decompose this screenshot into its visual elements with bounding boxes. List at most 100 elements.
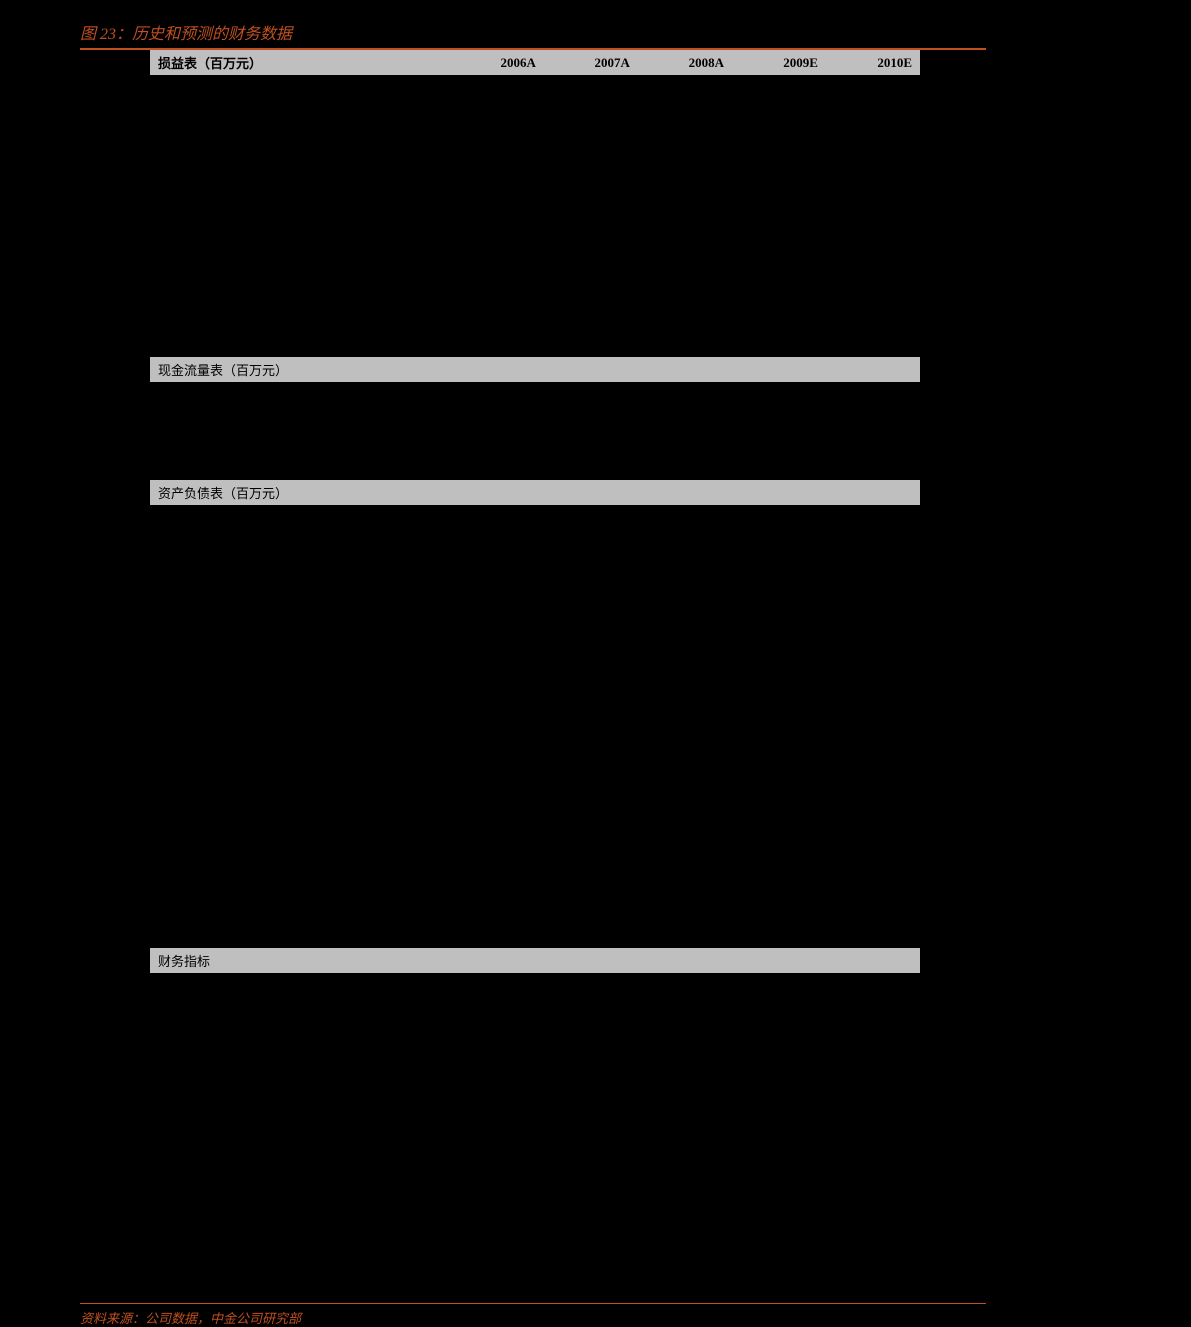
cell-value: (108) (638, 282, 732, 305)
cell-value: 5,311 (732, 919, 826, 942)
cell-value: 920 (544, 382, 638, 405)
cell-value: 6,173 (732, 896, 826, 919)
cell-value: (22) (638, 121, 732, 144)
cell-value: 1,221 (638, 505, 732, 528)
cell-value: 3,382 (544, 620, 638, 643)
cell-value: 4,691 (732, 620, 826, 643)
cell-value: 747 (638, 328, 732, 351)
cell-value: 1,552 (826, 259, 920, 282)
row-label: 现金净变动 (150, 451, 450, 474)
cell-value: 1,140 (732, 505, 826, 528)
table-row: 经营活动产生现金流6929201,2041,3771,509 (150, 382, 920, 405)
cell-value: (1,001) (544, 405, 638, 428)
cell-value: (918) (826, 405, 920, 428)
row-label: 营业收入 (150, 75, 450, 98)
table-row: 长期借款501771,1311,1311,131 (150, 827, 920, 850)
table-row: 销售费用(288)(456)(573)(545)(664) (150, 144, 920, 167)
cell-value: 785 (544, 781, 638, 804)
table-row: 固定资产2,6053,3823,9414,6915,089 (150, 620, 920, 643)
table-row: 存货9631,5471,7011,5871,906 (150, 551, 920, 574)
table-row: 利润总额7179749431,1861,552 (150, 259, 920, 282)
cell-value: 32.9% (544, 996, 638, 1019)
cell-value: 5,163 (826, 804, 920, 827)
cell-value: 1,186 (732, 259, 826, 282)
cell-value: 11.0% (732, 1065, 826, 1088)
cell-value: 113 (826, 236, 920, 259)
cell-value: 53.7% (732, 1111, 826, 1134)
table-body: 营业收入4,4856,2908,1387,7939,481营业成本(3,129)… (150, 75, 920, 1295)
cell-value: 32.6 (638, 1226, 732, 1249)
row-label: 长期负债 (150, 873, 450, 896)
cell-value: 4,700 (638, 597, 732, 620)
cell-value: 4 (544, 236, 638, 259)
row-label: 固定资产 (150, 620, 450, 643)
table-row: 市盈率44.633.532.628.421.7 (150, 1226, 920, 1249)
row-label: 负债合计 (150, 896, 450, 919)
cell-value: 0.8% (732, 1272, 826, 1295)
cell-value: (512) (826, 428, 920, 451)
cell-value: 203 (544, 850, 638, 873)
table-row: 毛利率30.2%30.2%27.2%29.1%30.0% (150, 1019, 920, 1042)
row-label: 在建工程 (150, 643, 450, 666)
cell-value: 692 (450, 382, 544, 405)
cell-value: 807 (826, 528, 920, 551)
row-label: 管理费用 (150, 167, 450, 190)
cell-value: 10,960 (638, 712, 732, 735)
cell-value: (427) (826, 167, 920, 190)
cell-value: 530 (450, 666, 544, 689)
table-row: 净负债率28.0%29.1%52.3%47.3%45.0% (150, 1134, 920, 1157)
cell-value: (233) (826, 282, 920, 305)
cell-value: (81) (732, 451, 826, 474)
cell-value: 5,833 (826, 919, 920, 942)
row-label: 其他长期负债 (150, 850, 450, 873)
cell-value: 4,475 (732, 597, 826, 620)
cell-value: 6,590 (826, 896, 920, 919)
table-row: 所得税(98)(130)(108)(178)(233) (150, 282, 920, 305)
row-label: 资产负债率 (150, 1111, 450, 1134)
cell-value: 4.70 (732, 1180, 826, 1203)
cell-value: 0.0% (450, 1272, 544, 1295)
table-row: 流动负债2,5533,6114,8944,7455,163 (150, 804, 920, 827)
row-label: 营业成本 (150, 98, 450, 121)
cell-value: 12.2% (450, 1065, 544, 1088)
table-row: 筹资活动产生现金流(122)531,256(136)(512) (150, 428, 920, 451)
cell-value: (19) (450, 121, 544, 144)
row-label: 利润总额 (150, 259, 450, 282)
cell-value: 1,701 (638, 551, 732, 574)
table-row: 归属母公司净利润5467257478571,122 (150, 328, 920, 351)
cell-value: 16.6% (638, 1088, 732, 1111)
table-row: 营业利润率16.9%17.2%13.6%17.1%18.0% (150, 1042, 920, 1065)
cell-value: 2,753 (450, 896, 544, 919)
cell-value: 6,321 (638, 896, 732, 919)
cell-value: (136) (732, 428, 826, 451)
table-wrap: 损益表（百万元）2006A2007A2008A2009E2010E 营业收入4,… (150, 50, 920, 1295)
cell-value: 0.81 (732, 1157, 826, 1180)
cell-value: 21.7% (826, 973, 920, 996)
cell-value: 9,481 (826, 75, 920, 98)
cell-value: 52.3% (638, 1134, 732, 1157)
cell-value: 3.67 (544, 1180, 638, 1203)
cell-value: 11.5% (544, 1065, 638, 1088)
cell-value: 44.8% (450, 1111, 544, 1134)
cell-value: 427 (544, 643, 638, 666)
cell-value: 1,509 (826, 382, 920, 405)
cell-value: 866 (450, 505, 544, 528)
row-label: 少数股东损益 (150, 305, 450, 328)
row-label: 营业利润 (150, 190, 450, 213)
cell-value: 1,219 (826, 505, 920, 528)
cell-value: 1,131 (826, 827, 920, 850)
table-row: 少数股东损益(73)(119)(88)(151)(198) (150, 305, 920, 328)
table-row: 管理费用(266)(319)(463)(350)(427) (150, 167, 920, 190)
cell-value: 13.6% (638, 1042, 732, 1065)
row-label: 股东权益合计 (150, 919, 450, 942)
table-row: 每股净资产（元）2.943.674.234.705.28 (150, 1180, 920, 1203)
row-label: 净利润率 (150, 1065, 450, 1088)
table-row: 股息收益率0.0%0.6%0.9%0.8%2.6% (150, 1272, 920, 1295)
table-row: 每股收益（元）0.510.680.700.811.06 (150, 1157, 920, 1180)
cell-value: 4.9 (732, 1249, 826, 1272)
cell-value: 14.7% (732, 996, 826, 1019)
cell-value: 0.87 (544, 1203, 638, 1226)
cell-value: (73) (450, 305, 544, 328)
cell-value: 1,547 (544, 551, 638, 574)
table-row: 营业收入增长率45.0%40.3%29.4%-4.2%21.7% (150, 973, 920, 996)
